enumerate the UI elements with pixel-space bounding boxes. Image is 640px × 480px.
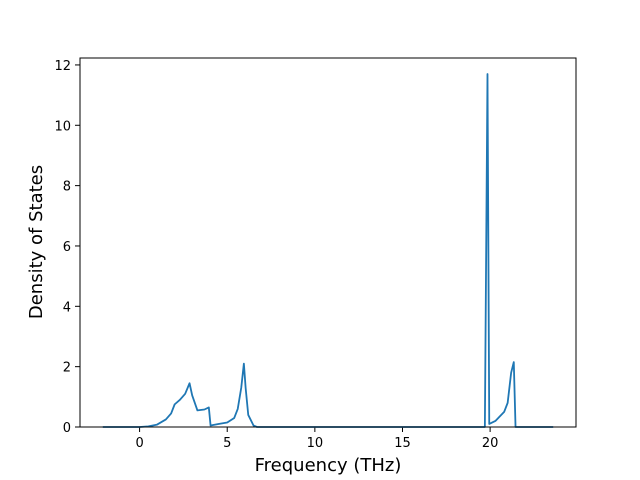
- data-line: [102, 73, 554, 428]
- y-tick-label: 0: [63, 421, 71, 436]
- x-tick-label: 0: [135, 436, 143, 451]
- x-tick-label: 15: [394, 436, 411, 451]
- x-tick-label: 5: [223, 436, 231, 451]
- x-tick-label: 10: [307, 436, 324, 451]
- y-axis-label: Density of States: [26, 165, 47, 319]
- x-axis-label: Frequency (THz): [255, 455, 402, 476]
- plot-frame: [79, 57, 577, 428]
- y-tick-label: 6: [63, 240, 71, 255]
- y-tick-label: 8: [63, 180, 71, 195]
- y-tick-label: 4: [63, 300, 71, 315]
- x-tick-label: 20: [482, 436, 499, 451]
- y-tick-label: 12: [54, 59, 71, 74]
- y-tick-label: 2: [63, 361, 71, 376]
- y-tick-label: 10: [54, 119, 71, 134]
